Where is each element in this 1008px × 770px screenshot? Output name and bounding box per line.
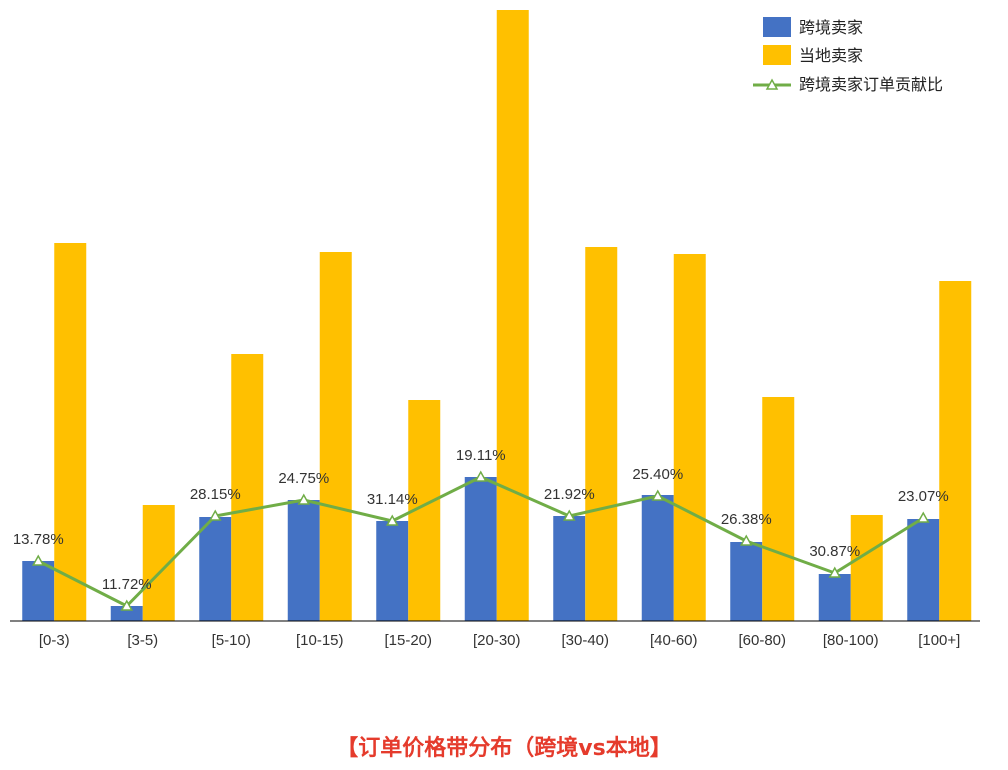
contribution-data-label: 21.92% — [544, 486, 595, 503]
bar-cross-border — [641, 495, 674, 621]
legend-label-cross-border: 跨境卖家 — [799, 18, 863, 37]
contribution-marker — [828, 566, 842, 578]
bar-local — [762, 397, 795, 621]
contribution-labels: 13.78% 11.72% 28.15% 24.75% 31.14% 19.11% 21.9… — [13, 447, 949, 593]
legend-swatch-triangle-marker — [765, 78, 779, 90]
bar-local — [231, 354, 264, 621]
contribution-marker — [474, 470, 488, 482]
x-axis-ticks: [0-3) [3-5) [5-10) [10-15) [15-20) [20-30) [30… — [39, 632, 960, 649]
contribution-data-label: 23.07% — [898, 488, 949, 505]
x-tick-label: [10-15) — [296, 632, 344, 649]
x-tick-label: [40-60) — [650, 632, 698, 649]
bar-cross-border — [110, 606, 143, 621]
contribution-marker — [120, 599, 134, 611]
bar-local — [319, 252, 352, 621]
chart: [0-3) [3-5) [5-10) [10-15) [15-20) [20-30) [30… — [10, 10, 980, 649]
x-tick-label: [30-40) — [561, 632, 609, 649]
contribution-marker — [208, 509, 222, 521]
bar-local — [496, 10, 529, 621]
bar-cross-border — [287, 500, 320, 621]
contribution-data-label: 19.11% — [456, 447, 506, 464]
contribution-data-label: 26.38% — [721, 511, 772, 528]
contribution-marker — [562, 509, 576, 521]
bar-cross-border — [730, 542, 763, 621]
x-tick-label: [0-3) — [39, 632, 70, 649]
local-bars — [54, 10, 972, 621]
contribution-marker — [916, 511, 930, 523]
bar-cross-border — [464, 477, 497, 621]
bar-cross-border — [376, 521, 409, 621]
bar-local — [585, 247, 618, 621]
x-tick-label: [60-80) — [738, 632, 786, 649]
x-tick-label: [100+] — [918, 632, 960, 649]
contribution-marker — [31, 554, 45, 566]
contribution-line — [31, 470, 930, 611]
bar-local — [850, 515, 883, 621]
contribution-data-label: 13.78% — [13, 531, 64, 548]
contribution-data-label: 30.87% — [809, 543, 860, 560]
bar-cross-border — [199, 517, 232, 621]
legend-label-local: 当地卖家 — [799, 46, 863, 65]
bar-local — [54, 243, 87, 621]
contribution-data-label: 24.75% — [278, 470, 329, 487]
contribution-marker — [297, 493, 311, 505]
contribution-marker — [651, 489, 665, 501]
legend-label-contribution: 跨境卖家订单贡献比 — [799, 75, 943, 94]
legend: 跨境卖家 当地卖家 跨境卖家订单贡献比 — [753, 17, 943, 94]
x-tick-label: [80-100) — [823, 632, 879, 649]
contribution-marker — [739, 534, 753, 546]
contribution-data-label: 25.40% — [632, 466, 683, 483]
bar-cross-border — [818, 574, 851, 621]
bar-cross-border — [553, 516, 586, 621]
bar-cross-border — [22, 561, 55, 621]
contribution-data-label: 31.14% — [367, 491, 418, 508]
cross-border-bars — [22, 477, 940, 621]
contribution-data-label: 11.72% — [102, 576, 152, 593]
x-tick-label: [15-20) — [384, 632, 432, 649]
bar-local — [939, 281, 972, 621]
contribution-marker — [385, 514, 399, 526]
legend-swatch-local — [763, 45, 791, 65]
x-tick-label: [3-5) — [127, 632, 158, 649]
x-tick-label: [5-10) — [212, 632, 251, 649]
x-tick-label: [20-30) — [473, 632, 521, 649]
legend-swatch-cross-border — [763, 17, 791, 37]
bar-local — [673, 254, 706, 621]
contribution-data-label: 28.15% — [190, 486, 241, 503]
bar-cross-border — [907, 519, 940, 621]
chart-title: 【订单价格带分布（跨境vs本地】 — [336, 736, 672, 761]
